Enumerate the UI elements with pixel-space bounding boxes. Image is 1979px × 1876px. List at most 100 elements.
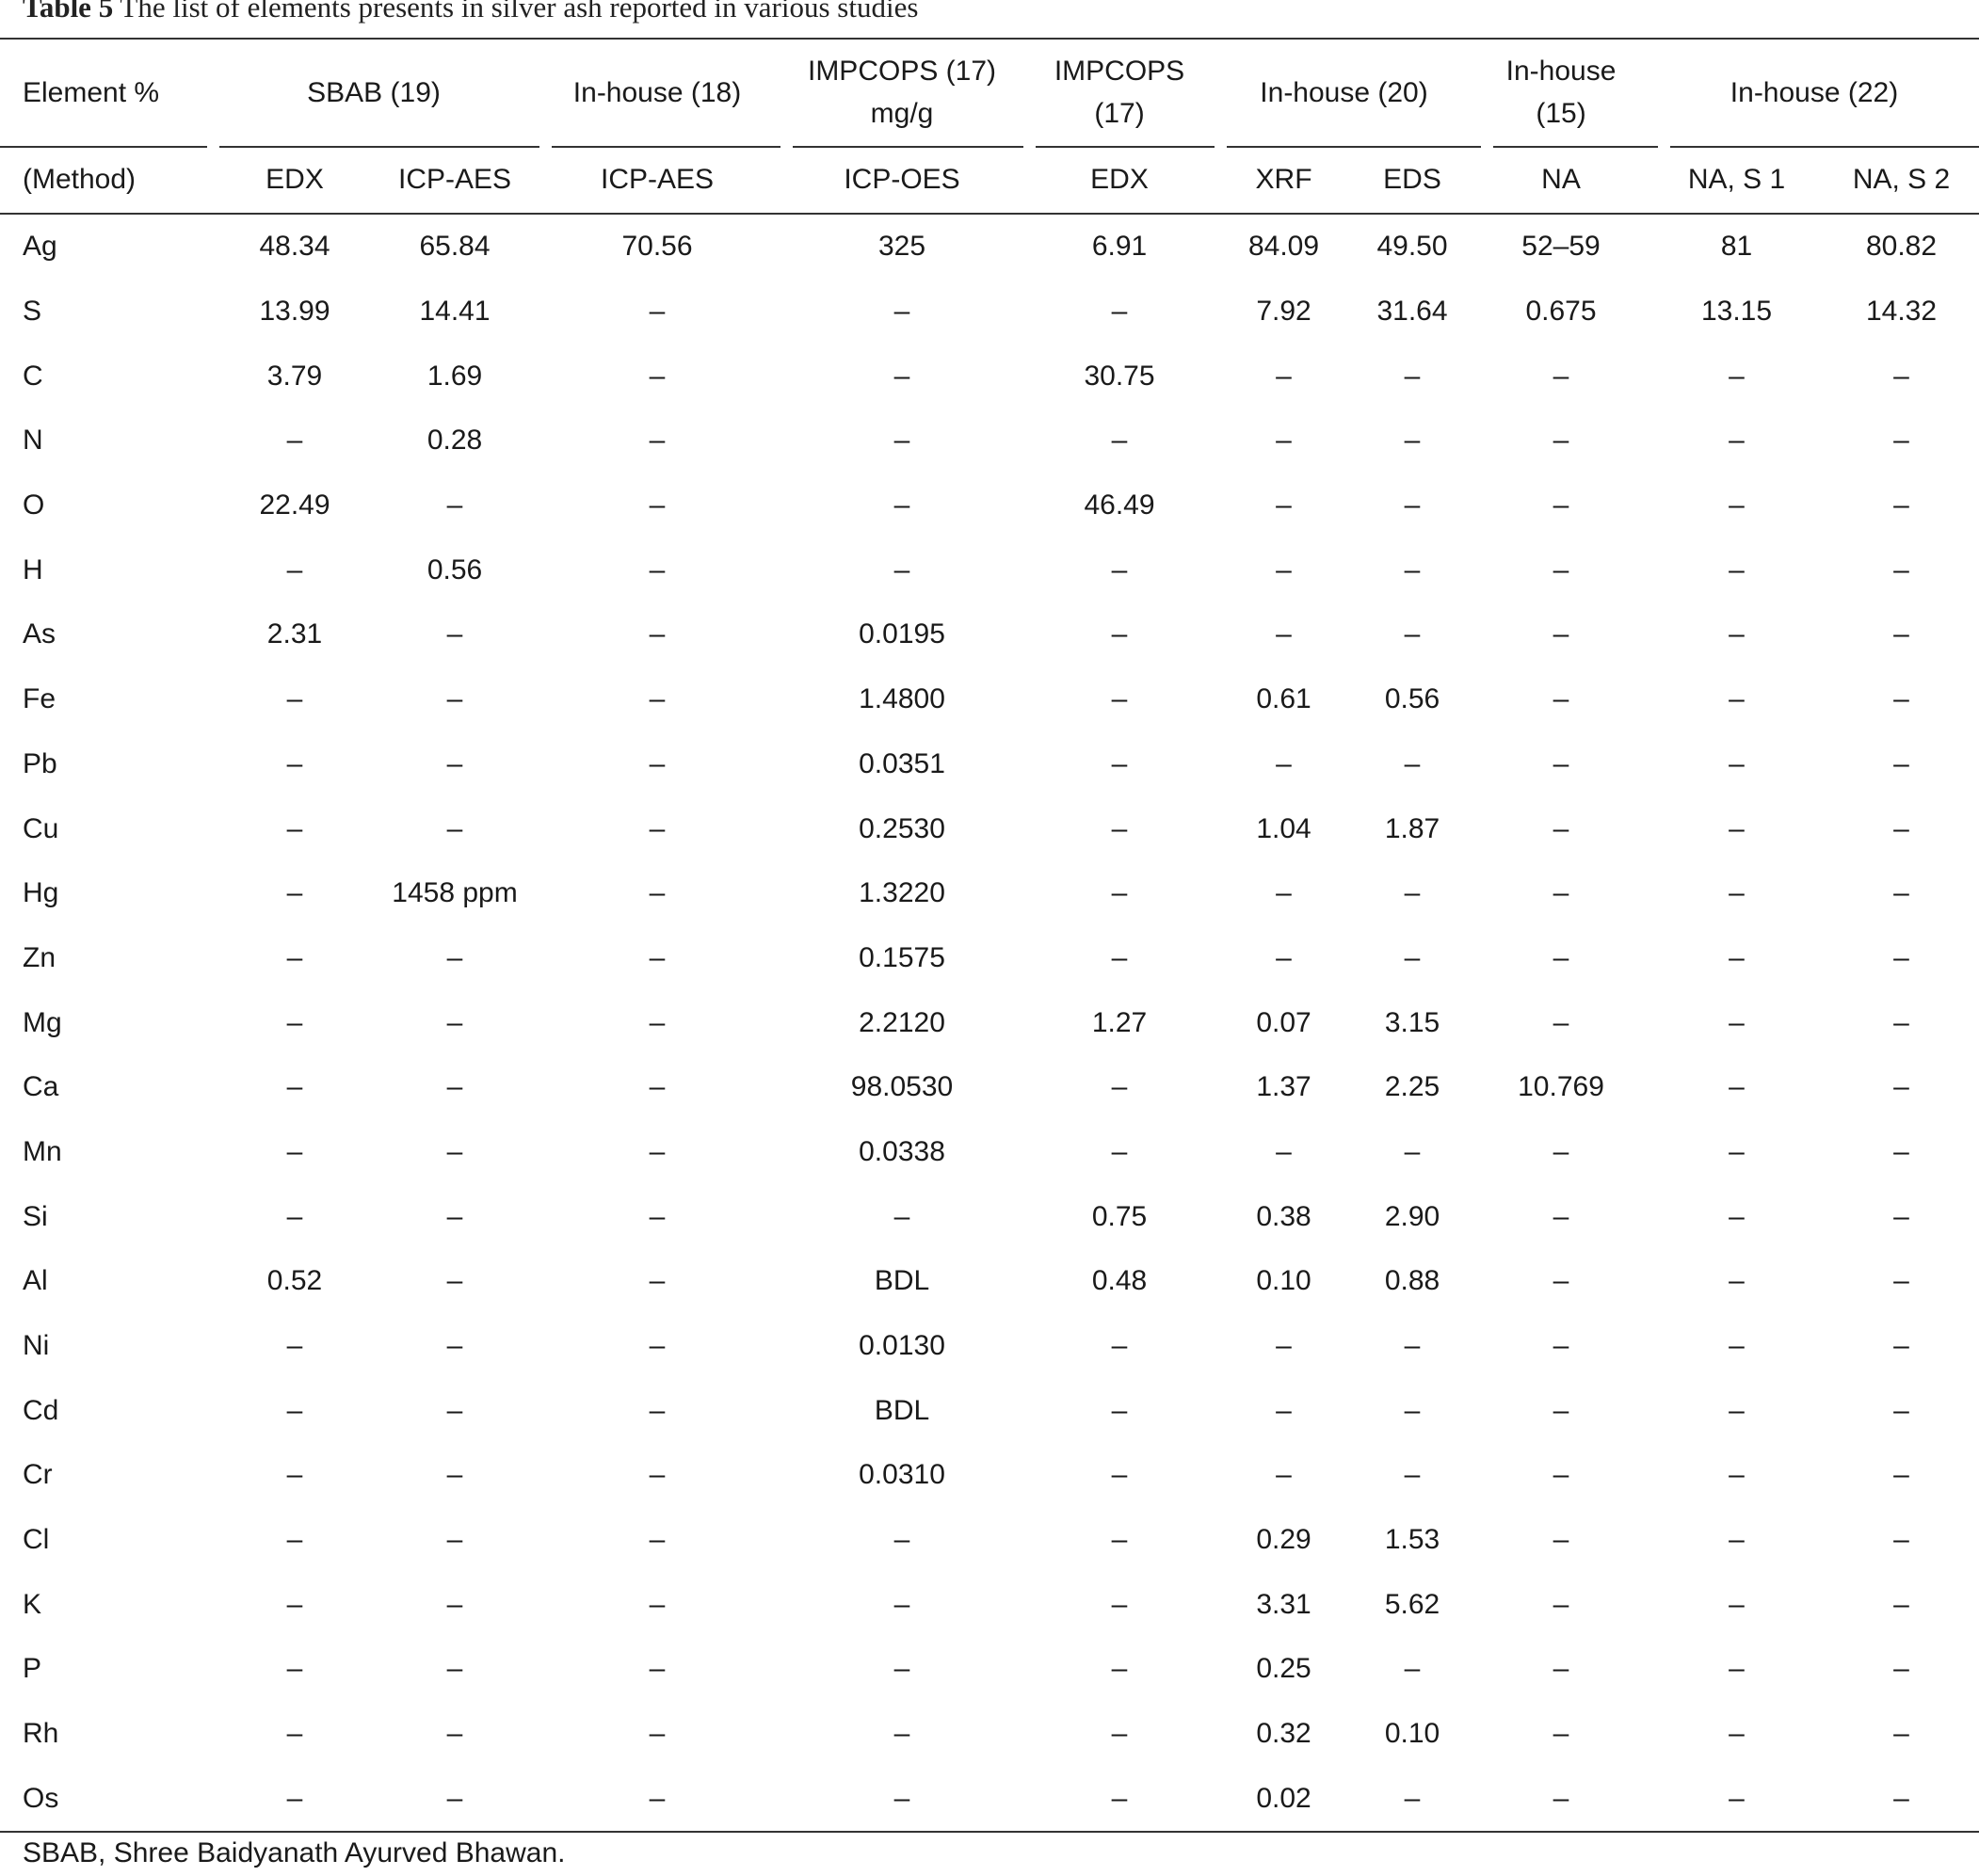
value-cell: –: [1893, 618, 1909, 650]
value-cell: –: [1729, 489, 1745, 521]
value-cell: –: [1111, 1653, 1128, 1685]
element-name-cell: P: [23, 1653, 42, 1685]
value-cell: 31.64: [1376, 296, 1448, 328]
value-cell: –: [893, 1653, 910, 1685]
value-cell: –: [1553, 877, 1569, 909]
value-cell: –: [893, 1200, 910, 1232]
method-label-cell: (Method): [0, 147, 214, 215]
value-cell: 0.25: [1256, 1653, 1311, 1685]
value-cell: –: [286, 1718, 303, 1750]
element-name-cell: Si: [23, 1200, 48, 1232]
table-row: Os – – – – –0.02– – – –: [0, 1766, 1979, 1834]
value-cell: –: [649, 489, 666, 521]
value-cell: –: [286, 553, 303, 585]
element-name-cell: O: [23, 489, 45, 521]
value-cell: –: [446, 618, 463, 650]
method-cell: NA, S 2: [1824, 147, 1979, 215]
value-cell: 0.02: [1215, 1766, 1353, 1834]
value-cell: –: [1276, 1330, 1292, 1362]
value-cell: –: [286, 747, 303, 779]
value-cell: –: [1553, 425, 1569, 457]
element-name-cell: Pb: [23, 747, 57, 779]
value-cell: –: [286, 1394, 303, 1426]
table-caption-label: Table 5: [23, 0, 114, 24]
value-cell: –: [1404, 1394, 1421, 1426]
table-row: Cr – – – 0.0310 – – – – – –: [0, 1443, 1979, 1508]
table-row: Ca – – – 98.0530 – 1.37 2.25 10.769 – –: [0, 1055, 1979, 1120]
value-cell: –: [1729, 1071, 1745, 1103]
value-cell: 6.91: [1091, 231, 1148, 263]
value-cell: –: [649, 877, 666, 909]
value-cell: –: [1404, 941, 1421, 973]
value-cell: –: [893, 1718, 910, 1750]
value-cell: –: [1893, 1653, 1909, 1685]
value-cell: –: [1729, 360, 1745, 392]
value-cell: –: [534, 1766, 781, 1834]
header-inhouse-22: In-house (22): [1730, 76, 1899, 108]
value-cell: –: [1729, 747, 1745, 779]
value-cell: –: [1553, 489, 1569, 521]
value-cell: –: [1111, 877, 1128, 909]
value-cell: –: [286, 1524, 303, 1556]
value-cell: –: [1729, 1265, 1745, 1297]
value-cell: 0.0130: [859, 1330, 945, 1362]
element-name-cell: Rh: [23, 1718, 59, 1750]
element-name-cell: K: [23, 1588, 42, 1620]
value-cell: –: [649, 425, 666, 457]
value-cell: –: [1404, 618, 1421, 650]
value-cell: –: [893, 489, 910, 521]
value-cell: –: [446, 1394, 463, 1426]
table-row: Pb – – – 0.0351 – – – – – –: [0, 732, 1979, 797]
value-cell: –: [286, 1071, 303, 1103]
value-cell: 65.84: [419, 231, 491, 263]
method-cell: ICP-AES: [376, 147, 535, 215]
table-row: Rh – – – – – 0.32 0.10 – – –: [0, 1702, 1979, 1767]
value-cell: –: [446, 747, 463, 779]
value-cell: –: [1553, 1524, 1569, 1556]
value-cell: –: [1729, 1006, 1745, 1038]
value-cell: –: [376, 1766, 535, 1834]
value-cell: –: [893, 1524, 910, 1556]
value-cell: BDL: [874, 1394, 930, 1426]
value-cell: –: [1553, 683, 1569, 715]
value-cell: –: [1893, 1006, 1909, 1038]
value-cell: –: [446, 1006, 463, 1038]
value-cell: –: [649, 1265, 666, 1297]
value-cell: 1.04: [1256, 812, 1311, 844]
table-row: Zn – – – 0.1575 – – – – – –: [0, 926, 1979, 991]
value-cell: –: [893, 553, 910, 585]
value-cell: 0.0195: [859, 618, 945, 650]
value-cell: –: [1729, 941, 1745, 973]
value-cell: –: [1729, 618, 1745, 650]
value-cell: –: [446, 812, 463, 844]
value-cell: –: [649, 747, 666, 779]
value-cell: –: [649, 360, 666, 392]
value-cell: 13.15: [1700, 296, 1773, 328]
element-name-cell: Al: [23, 1265, 48, 1297]
value-cell: –: [1729, 877, 1745, 909]
value-cell: –: [446, 1265, 463, 1297]
value-cell: 0.07: [1256, 1006, 1311, 1038]
value-cell: –: [1729, 683, 1745, 715]
value-cell: 5.62: [1384, 1588, 1440, 1620]
method-cell: EDX: [214, 147, 376, 215]
value-cell: –: [1276, 360, 1292, 392]
value-cell: –: [1276, 553, 1292, 585]
value-cell: –: [286, 1459, 303, 1491]
value-cell: 80.82: [1865, 231, 1938, 263]
value-cell: 0.10: [1384, 1718, 1440, 1750]
value-cell: 0.29: [1256, 1524, 1311, 1556]
value-cell: –: [286, 683, 303, 715]
value-cell: –: [1893, 1588, 1909, 1620]
table-row: Si – – – – 0.75 0.38 2.90 – – –: [0, 1184, 1979, 1249]
value-cell: –: [649, 1394, 666, 1426]
element-name-cell: H: [23, 553, 43, 585]
value-cell: –: [649, 1330, 666, 1362]
value-cell: 1.27: [1091, 1006, 1148, 1038]
element-name-cell: Cl: [23, 1524, 50, 1556]
value-cell: –: [1404, 1459, 1421, 1491]
method-cell: NA, S 1: [1649, 147, 1825, 215]
value-cell: –: [1276, 1394, 1292, 1426]
value-cell: 0.28: [426, 425, 483, 457]
value-cell: –: [1893, 1718, 1909, 1750]
